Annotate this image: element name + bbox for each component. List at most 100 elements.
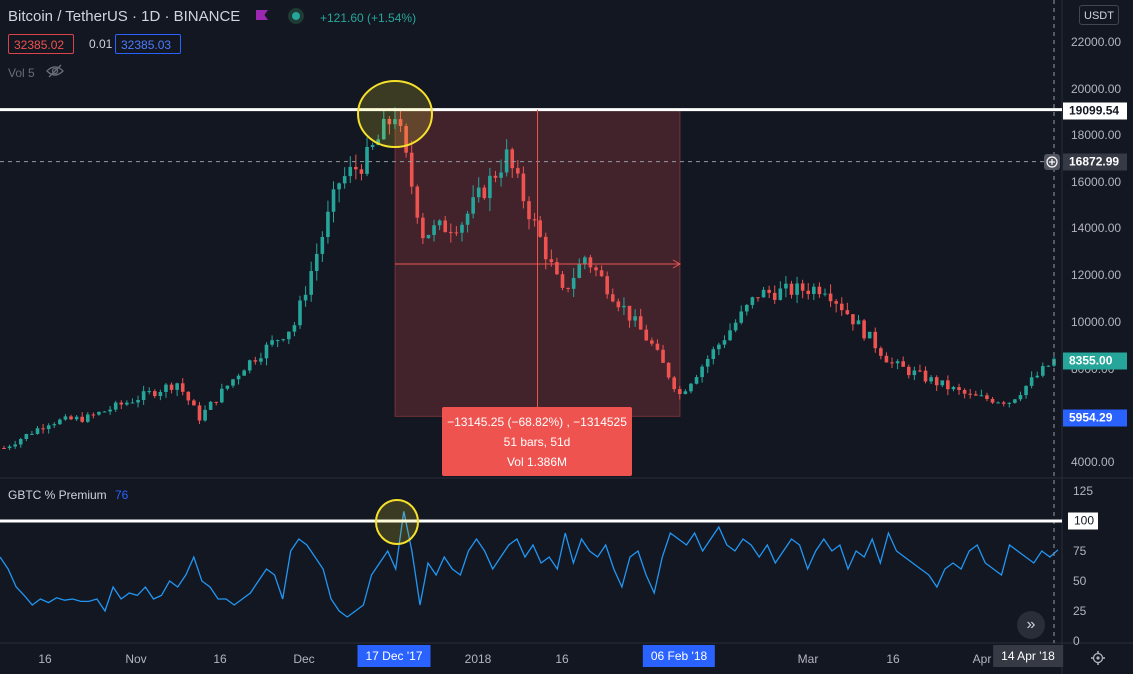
candle-body xyxy=(376,139,380,146)
volume-legend[interactable]: Vol 5 xyxy=(8,66,35,80)
candle-body xyxy=(622,305,626,308)
candle-body xyxy=(929,377,933,382)
candle-body xyxy=(102,411,107,413)
candle-body xyxy=(7,446,12,449)
measure-volume-text: Vol 1.386M xyxy=(506,455,568,469)
indicator-value: 76 xyxy=(115,488,129,502)
candlestick-series xyxy=(2,107,1056,451)
candle-body xyxy=(812,286,816,295)
candle-body xyxy=(387,118,392,125)
indicator-series xyxy=(0,511,1059,618)
market-status-icon[interactable] xyxy=(288,8,304,24)
candle-body xyxy=(879,348,883,356)
candle-body xyxy=(560,274,565,288)
candle-body xyxy=(454,232,459,234)
candle-body xyxy=(331,189,336,212)
candle-body xyxy=(800,283,805,291)
candle-body xyxy=(214,401,219,403)
last-price-badge: 8355.00 xyxy=(1063,352,1127,370)
candle-body xyxy=(1041,366,1045,376)
candle-body xyxy=(996,402,1000,404)
price-tick-label: 10000.00 xyxy=(1071,315,1122,329)
time-tick-label: 16 xyxy=(38,652,52,666)
plus-icon[interactable] xyxy=(1044,154,1060,170)
candle-body xyxy=(97,411,101,415)
indicator-tick-label: 25 xyxy=(1073,604,1087,618)
measure-change-text: −13145.25 (−68.82%) , −1314525 xyxy=(447,415,627,429)
candle-body xyxy=(739,311,744,323)
candle-body xyxy=(259,358,263,362)
candle-body xyxy=(197,405,202,421)
time-tick-label: 2018 xyxy=(464,652,492,666)
horizontal-line-price-badge: 19099.54 xyxy=(1063,102,1127,120)
candle-body xyxy=(2,448,6,449)
candle-body xyxy=(979,395,984,397)
candle-body xyxy=(46,425,51,430)
candle-body xyxy=(242,370,246,376)
eye-off-icon[interactable] xyxy=(46,64,64,78)
candle-body xyxy=(616,301,621,308)
double-chevron-right-icon[interactable]: » xyxy=(1017,611,1045,639)
candle-body xyxy=(449,232,453,234)
candle-body xyxy=(510,149,515,169)
candle-body xyxy=(13,444,17,447)
candle-body xyxy=(633,316,637,321)
candle-body xyxy=(164,384,168,393)
candle-body xyxy=(270,340,274,345)
candle-body xyxy=(951,387,956,390)
price-change: +121.60 (+1.54%) xyxy=(320,11,417,25)
candle-body xyxy=(940,380,945,386)
candle-body xyxy=(74,416,79,420)
candle-body xyxy=(638,316,643,330)
candle-body xyxy=(275,340,280,342)
candle-body xyxy=(175,383,179,390)
candle-body xyxy=(1024,385,1028,396)
bid-price-button[interactable]: 32385.02 xyxy=(8,34,74,54)
candle-body xyxy=(147,391,152,393)
candle-body xyxy=(689,383,693,392)
time-badge-crosshair: 14 Apr '18 xyxy=(993,645,1063,667)
candle-body xyxy=(320,236,325,254)
candle-body xyxy=(817,286,822,295)
currency-button[interactable]: USDT xyxy=(1079,5,1119,25)
candle-body xyxy=(1018,395,1023,400)
candle-body xyxy=(41,428,45,430)
candle-body xyxy=(594,267,598,271)
candle-body xyxy=(52,424,57,426)
candle-body xyxy=(549,259,554,263)
candle-body xyxy=(990,398,995,403)
flag-icon[interactable] xyxy=(256,10,270,22)
time-tick-label: Dec xyxy=(293,652,315,666)
candle-body xyxy=(778,288,783,300)
candle-body xyxy=(583,257,587,265)
ask-price-button[interactable]: 32385.03 xyxy=(115,34,181,54)
candle-body xyxy=(58,419,62,425)
symbol-title[interactable]: Bitcoin / TetherUS · 1D · BINANCE xyxy=(8,8,241,25)
candle-body xyxy=(627,305,632,321)
candle-body xyxy=(700,366,704,378)
indicator-name[interactable]: GBTC % Premium xyxy=(8,488,107,502)
candle-body xyxy=(516,168,520,174)
candle-body xyxy=(566,287,570,289)
candle-body xyxy=(443,220,448,233)
highlight-circle-indicator xyxy=(375,499,419,545)
candle-body xyxy=(946,380,950,390)
time-tick-label: Nov xyxy=(125,652,147,666)
indicator-line-badge: 100 xyxy=(1068,512,1098,530)
candle-body xyxy=(35,428,40,434)
candle-body xyxy=(421,217,425,239)
candle-body xyxy=(661,349,665,363)
candle-body xyxy=(482,187,487,199)
candle-body xyxy=(342,176,347,184)
candle-body xyxy=(281,339,286,341)
candle-body xyxy=(314,253,319,271)
gear-icon[interactable] xyxy=(1091,651,1105,665)
candle-body xyxy=(599,270,604,277)
candle-body xyxy=(381,118,386,140)
candle-body xyxy=(398,119,403,127)
candle-body xyxy=(437,220,442,226)
candle-body xyxy=(577,264,582,278)
candle-body xyxy=(717,344,721,350)
